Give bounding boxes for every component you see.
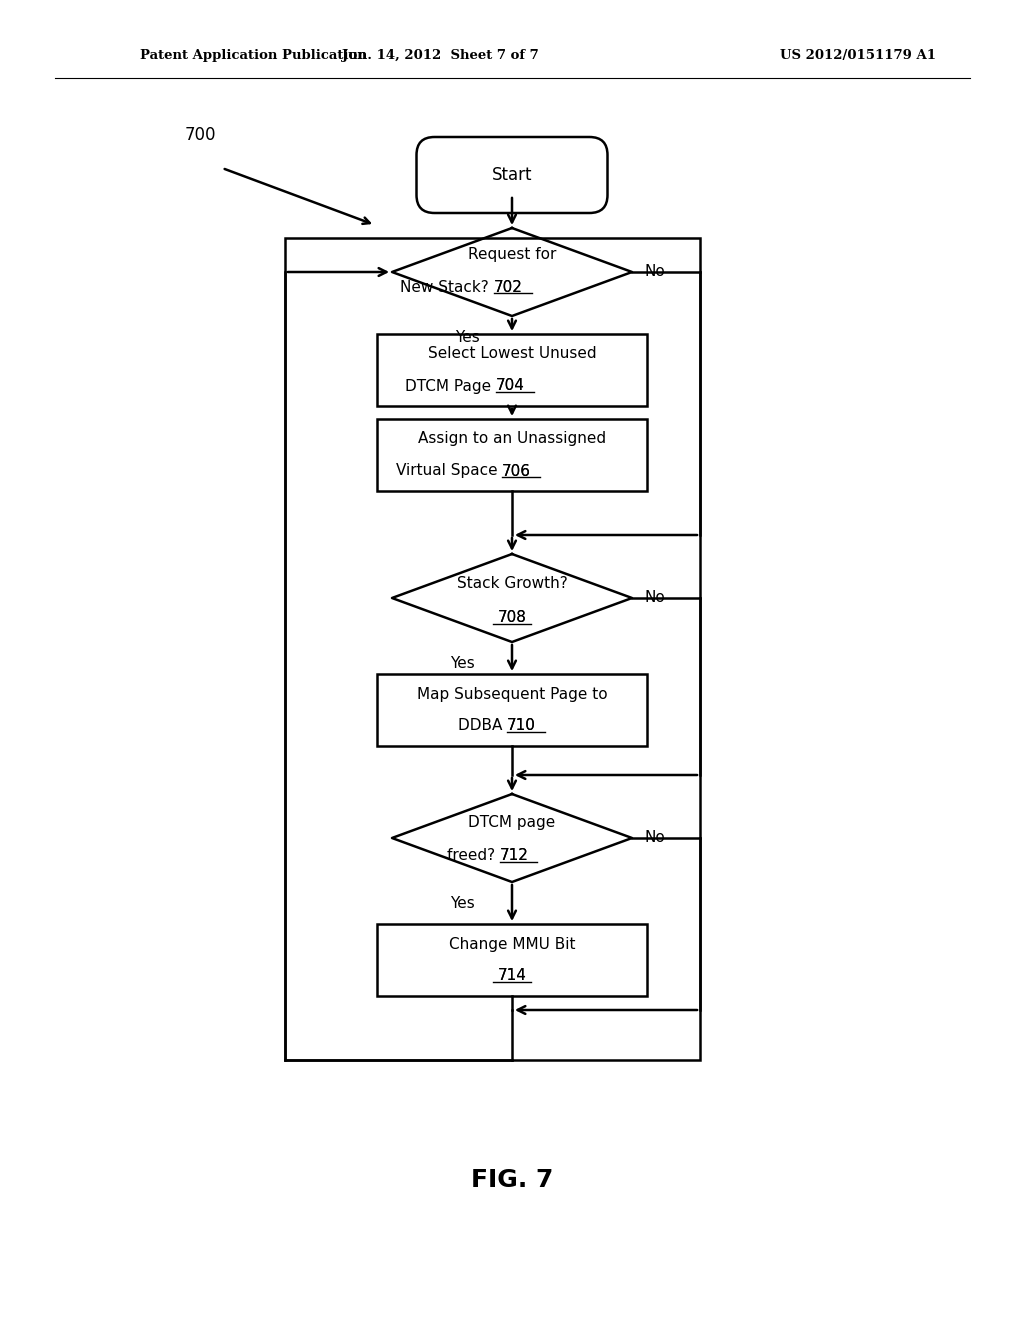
Text: Assign to an Unassigned: Assign to an Unassigned bbox=[418, 432, 606, 446]
Text: 704: 704 bbox=[496, 379, 525, 393]
Text: 702: 702 bbox=[494, 280, 523, 294]
Text: 714: 714 bbox=[498, 969, 526, 983]
Text: DTCM Page: DTCM Page bbox=[406, 379, 496, 393]
Text: 704: 704 bbox=[496, 379, 525, 393]
Text: 700: 700 bbox=[185, 125, 216, 144]
Text: Change MMU Bit: Change MMU Bit bbox=[449, 936, 575, 952]
Text: 702: 702 bbox=[494, 280, 523, 294]
Text: 714: 714 bbox=[498, 969, 526, 983]
Text: 712: 712 bbox=[500, 849, 528, 863]
FancyBboxPatch shape bbox=[417, 137, 607, 213]
Text: 708: 708 bbox=[498, 610, 526, 626]
Text: 712: 712 bbox=[500, 849, 528, 863]
Bar bbox=[377, 924, 647, 997]
Text: 706: 706 bbox=[502, 463, 531, 479]
Bar bbox=[377, 675, 647, 746]
Text: No: No bbox=[644, 264, 665, 280]
Text: Map Subsequent Page to: Map Subsequent Page to bbox=[417, 686, 607, 701]
Text: FIG. 7: FIG. 7 bbox=[471, 1168, 553, 1192]
Text: 706: 706 bbox=[502, 463, 531, 479]
Text: No: No bbox=[644, 830, 665, 846]
Text: Virtual Space: Virtual Space bbox=[395, 463, 502, 479]
Text: Request for: Request for bbox=[468, 247, 556, 261]
Bar bbox=[377, 334, 647, 407]
Text: Start: Start bbox=[492, 166, 532, 183]
Text: Stack Growth?: Stack Growth? bbox=[457, 576, 567, 590]
Text: Select Lowest Unused: Select Lowest Unused bbox=[428, 346, 596, 362]
Text: Yes: Yes bbox=[455, 330, 479, 346]
Bar bbox=[377, 418, 647, 491]
Text: DTCM page: DTCM page bbox=[468, 816, 556, 830]
Text: Yes: Yes bbox=[450, 896, 474, 912]
Text: 708: 708 bbox=[498, 610, 526, 626]
Bar bbox=[285, 238, 700, 1060]
Text: 710: 710 bbox=[507, 718, 536, 734]
Text: No: No bbox=[644, 590, 665, 606]
Text: US 2012/0151179 A1: US 2012/0151179 A1 bbox=[780, 49, 936, 62]
Text: Patent Application Publication: Patent Application Publication bbox=[140, 49, 367, 62]
Text: 710: 710 bbox=[507, 718, 536, 734]
Text: DDBA: DDBA bbox=[458, 718, 507, 734]
Text: New Stack?: New Stack? bbox=[400, 280, 494, 294]
Text: Yes: Yes bbox=[450, 656, 474, 672]
Text: freed?: freed? bbox=[447, 849, 500, 863]
Text: Jun. 14, 2012  Sheet 7 of 7: Jun. 14, 2012 Sheet 7 of 7 bbox=[342, 49, 539, 62]
